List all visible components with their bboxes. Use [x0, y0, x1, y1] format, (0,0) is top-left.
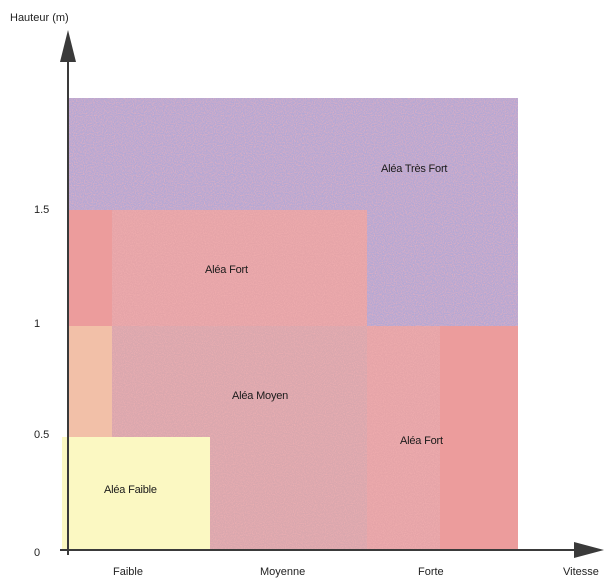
x-category-label: Forte: [418, 566, 444, 578]
y-tick-label: 0.5: [34, 429, 50, 441]
zone-label-moyen: Aléa Moyen: [232, 390, 289, 402]
zone-fort-top-edge: [68, 210, 112, 326]
zone-fort-right-edge: [440, 326, 518, 550]
zone-label-fort-right: Aléa Fort: [400, 435, 443, 447]
x-axis-arrow: [574, 542, 604, 558]
zone-label-fort-top: Aléa Fort: [205, 264, 248, 276]
x-category-label: Faible: [113, 566, 143, 578]
x-category-label: Moyenne: [260, 566, 306, 578]
y-tick-label: 0: [34, 547, 41, 559]
y-tick-label: 1.5: [34, 204, 50, 216]
x-axis-title: Vitesse: [563, 566, 599, 578]
zone-label-faible: Aléa Faible: [104, 484, 157, 496]
zone-fort-top: [112, 210, 367, 326]
y-axis-title: Hauteur (m): [10, 12, 69, 24]
y-axis-arrow: [60, 30, 76, 62]
y-tick-label: 1: [34, 318, 41, 330]
zone-faible: [62, 437, 210, 550]
zone-fort-right: [367, 326, 440, 550]
zone-label-tres-fort: Aléa Très Fort: [381, 163, 448, 175]
